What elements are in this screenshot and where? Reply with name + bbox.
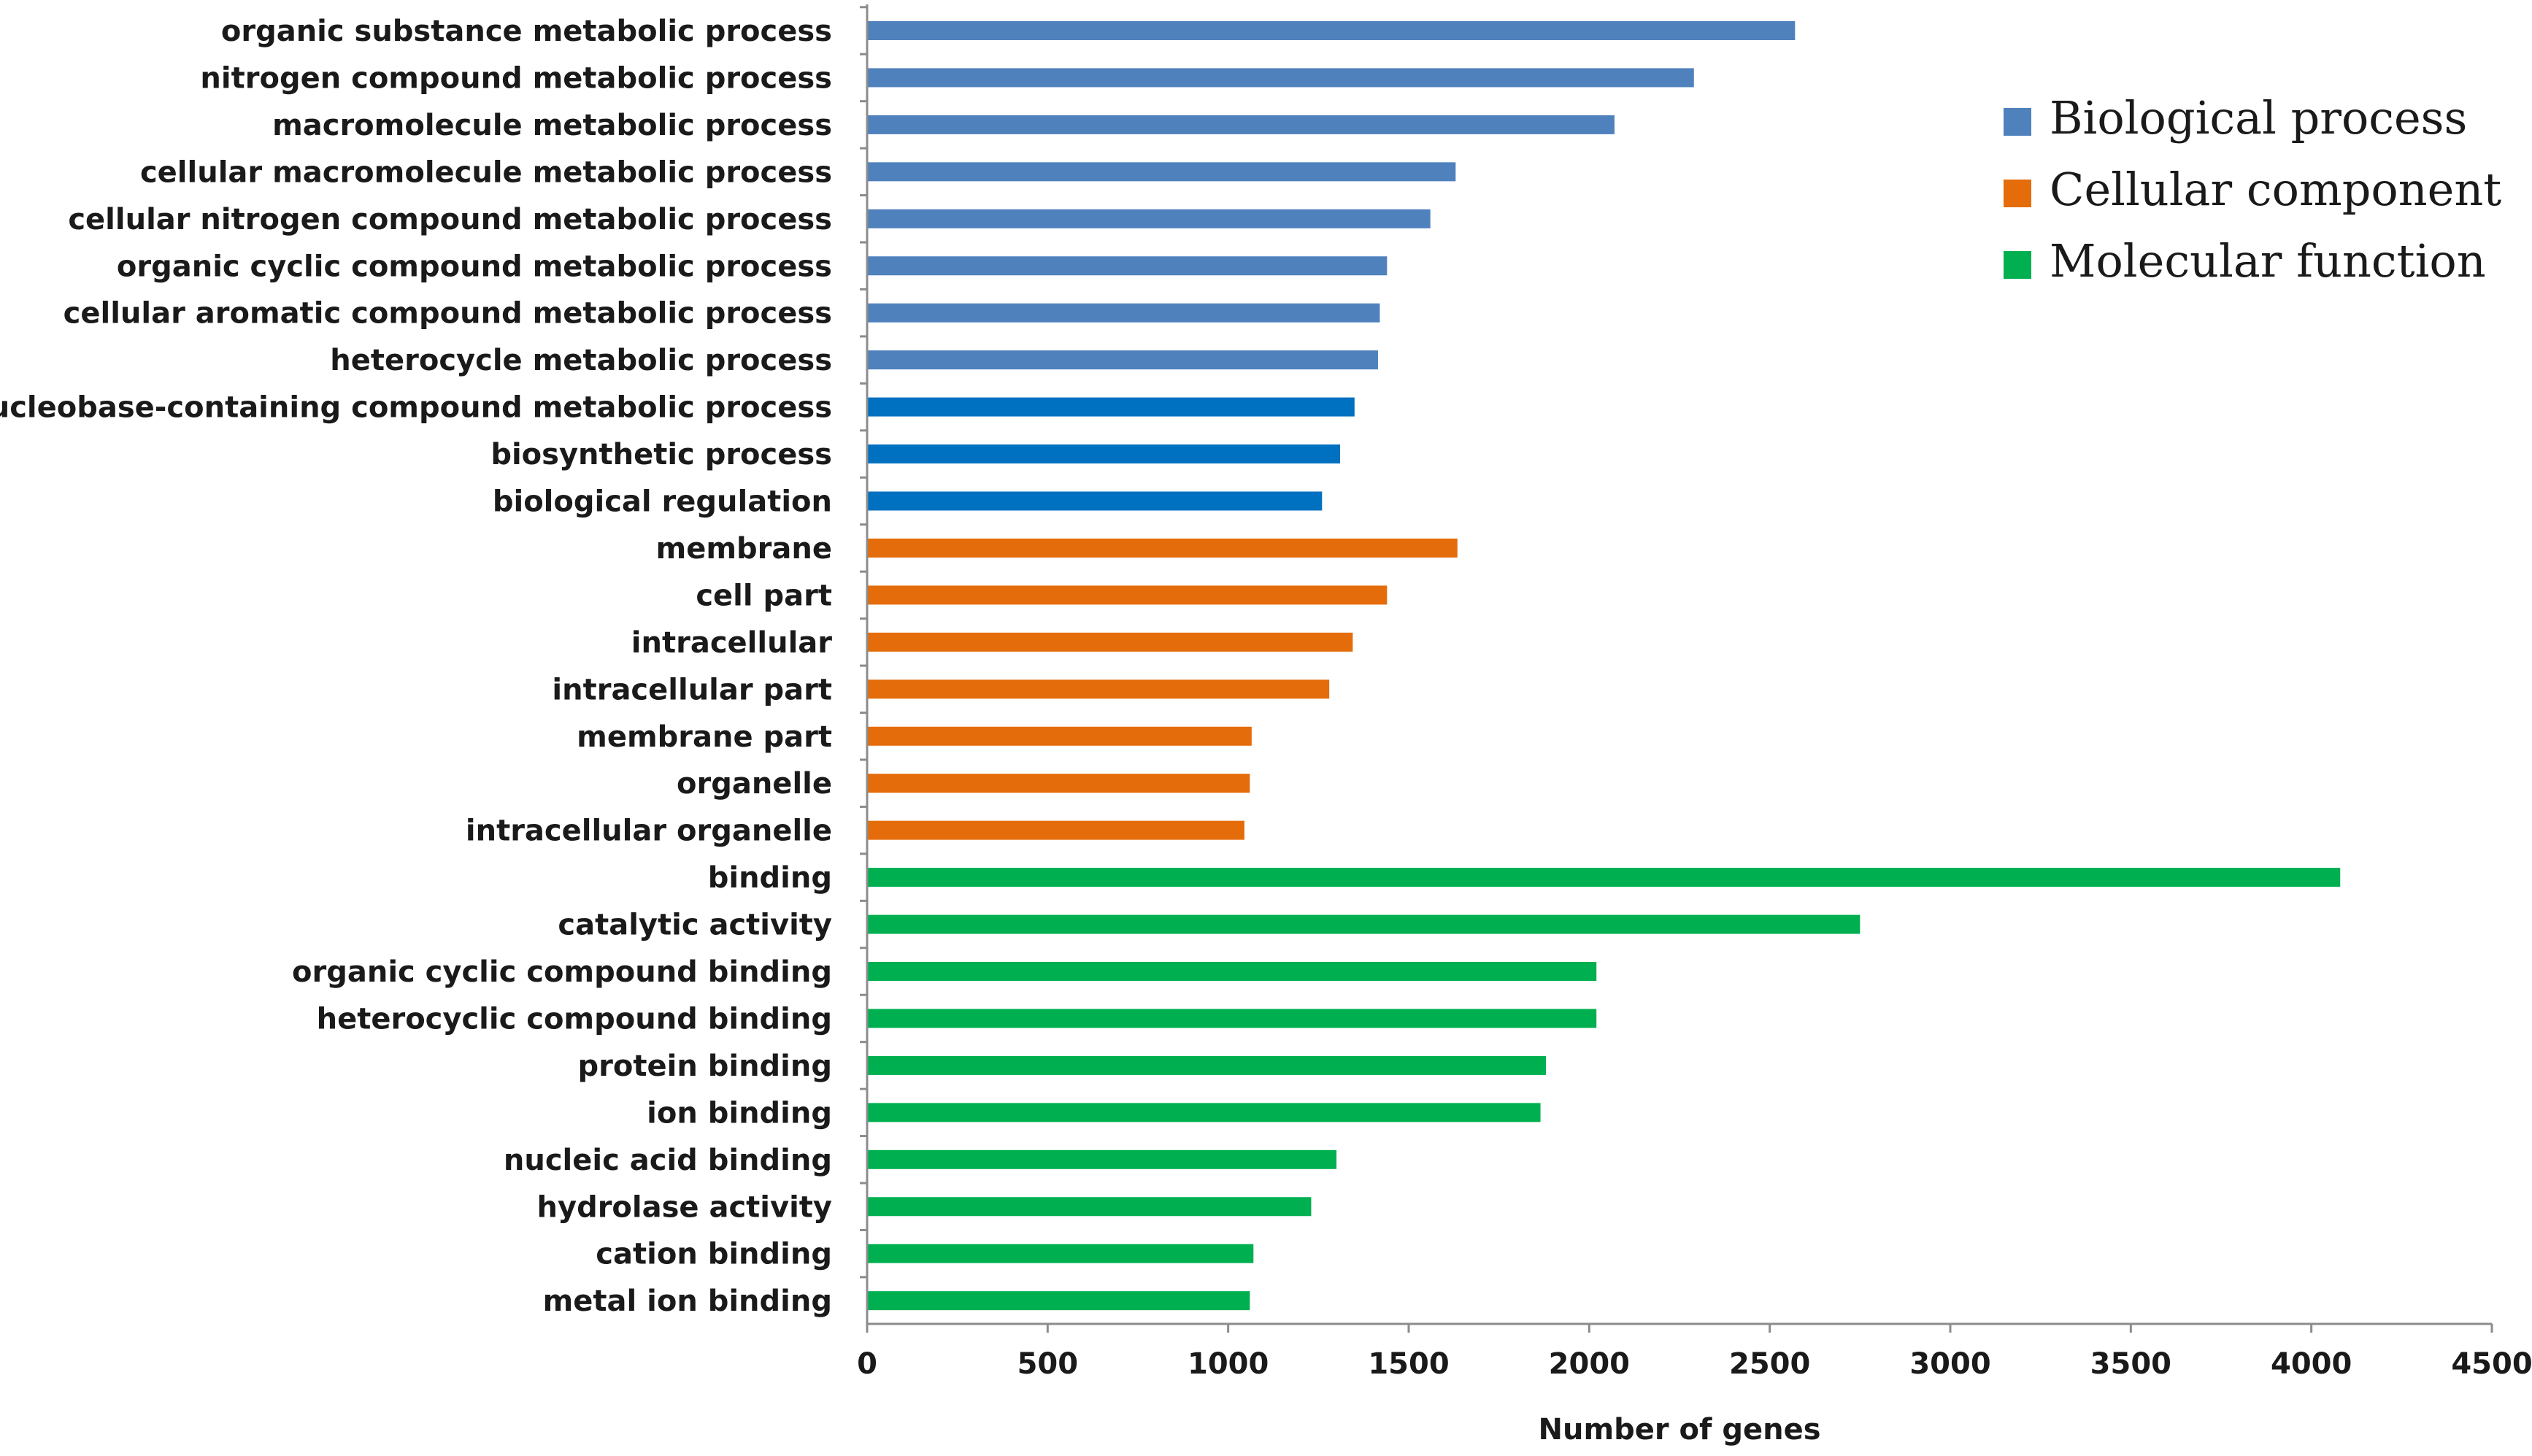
bar-27 (867, 1291, 1250, 1311)
category-label-3: cellular macromolecule metabolic process (140, 155, 832, 189)
x-tick-label-2: 1000 (1188, 1347, 1269, 1381)
legend-label-1: Cellular component (2050, 163, 2501, 216)
bar-3 (867, 162, 1456, 182)
category-label-18: binding (708, 861, 832, 895)
bar-2 (867, 115, 1615, 134)
x-tick-label-3: 1500 (1368, 1347, 1449, 1381)
legend: Biological process Cellular component Mole… (2004, 91, 2501, 288)
category-label-11: membrane (656, 532, 832, 566)
category-labels-group: organic substance metabolic process nitro… (0, 15, 832, 1318)
legend-swatch-0 (2004, 108, 2031, 136)
category-label-19: catalytic activity (558, 909, 832, 942)
category-label-21: heterocyclic compound binding (317, 1002, 832, 1036)
legend-label-2: Molecular function (2050, 234, 2486, 288)
category-label-16: organelle (677, 767, 832, 801)
category-label-9: biosynthetic process (490, 438, 832, 471)
bars-group (860, 6, 2341, 1311)
bar-6 (867, 303, 1380, 323)
category-label-8: nucleobase-containing compound metabolic… (0, 391, 832, 425)
category-label-12: cell part (696, 579, 832, 612)
x-tick-label-0: 0 (857, 1347, 877, 1381)
axis-group (866, 4, 2492, 1325)
x-ticks-group: 0 500 1000 1500 2000 2500 3000 3500 4000 4500 (857, 1324, 2532, 1381)
bar-22 (867, 1055, 1546, 1075)
category-label-26: cation binding (596, 1238, 832, 1271)
category-label-22: protein binding (578, 1049, 832, 1083)
bar-19 (867, 914, 1860, 934)
bar-5 (867, 256, 1388, 276)
category-label-27: metal ion binding (543, 1284, 832, 1318)
bar-9 (867, 444, 1341, 464)
x-tick-label-5: 2500 (1729, 1347, 1810, 1381)
category-label-7: heterocycle metabolic process (330, 344, 832, 377)
bar-1 (867, 68, 1694, 88)
bar-8 (867, 397, 1355, 417)
bar-23 (867, 1103, 1541, 1122)
bar-17 (867, 820, 1244, 840)
bar-4 (867, 209, 1431, 228)
category-label-13: intracellular (631, 626, 832, 660)
bar-25 (867, 1197, 1312, 1217)
x-axis-title: Number of genes (1538, 1413, 1820, 1447)
x-tick-label-7: 3500 (2090, 1347, 2171, 1381)
category-label-25: hydrolase activity (537, 1190, 832, 1224)
category-label-4: cellular nitrogen compound metabolic pro… (68, 203, 832, 236)
bar-14 (867, 679, 1330, 699)
x-tick-label-1: 500 (1017, 1347, 1079, 1381)
bar-18 (867, 868, 2341, 887)
bar-21 (867, 1009, 1597, 1028)
legend-swatch-1 (2004, 180, 2031, 207)
bar-10 (867, 491, 1323, 511)
bar-24 (867, 1149, 1337, 1169)
bar-12 (867, 585, 1388, 605)
category-label-2: macromolecule metabolic process (272, 109, 832, 142)
category-label-17: intracellular organelle (466, 814, 832, 848)
bar-0 (867, 21, 1796, 40)
category-label-24: nucleic acid binding (504, 1144, 832, 1177)
category-label-14: intracellular part (552, 673, 832, 706)
category-label-0: organic substance metabolic process (221, 15, 832, 48)
legend-swatch-2 (2004, 251, 2031, 279)
category-label-5: organic cyclic compound metabolic proces… (117, 250, 832, 283)
x-tick-label-8: 4000 (2271, 1347, 2352, 1381)
category-label-15: membrane part (577, 720, 832, 754)
category-label-23: ion binding (647, 1096, 832, 1130)
bar-15 (867, 726, 1252, 746)
category-label-6: cellular aromatic compound metabolic pro… (64, 297, 832, 331)
bar-20 (867, 962, 1597, 981)
category-label-1: nitrogen compound metabolic process (200, 61, 832, 95)
bar-16 (867, 774, 1250, 793)
bar-13 (867, 632, 1353, 652)
category-label-10: biological regulation (493, 485, 832, 519)
legend-label-0: Biological process (2050, 91, 2467, 145)
bar-7 (867, 350, 1378, 370)
bar-26 (867, 1244, 1254, 1263)
x-tick-label-6: 3000 (1909, 1347, 1990, 1381)
x-tick-label-4: 2000 (1549, 1347, 1630, 1381)
x-tick-label-9: 4500 (2451, 1347, 2532, 1381)
category-label-20: organic cyclic compound binding (292, 955, 832, 989)
bar-11 (867, 538, 1458, 558)
